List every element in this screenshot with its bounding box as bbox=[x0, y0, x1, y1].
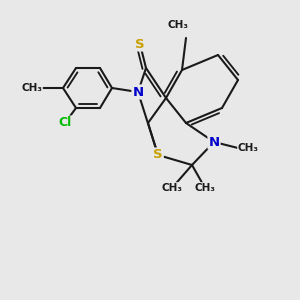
Text: CH₃: CH₃ bbox=[21, 83, 42, 93]
Text: CH₃: CH₃ bbox=[167, 20, 188, 30]
Text: CH₃: CH₃ bbox=[238, 143, 259, 153]
Text: S: S bbox=[135, 38, 145, 50]
Text: CH₃: CH₃ bbox=[161, 183, 182, 193]
Text: CH₃: CH₃ bbox=[194, 183, 215, 193]
Text: N: N bbox=[208, 136, 220, 148]
Text: Cl: Cl bbox=[58, 116, 72, 130]
Text: N: N bbox=[132, 85, 144, 98]
Text: S: S bbox=[153, 148, 163, 161]
